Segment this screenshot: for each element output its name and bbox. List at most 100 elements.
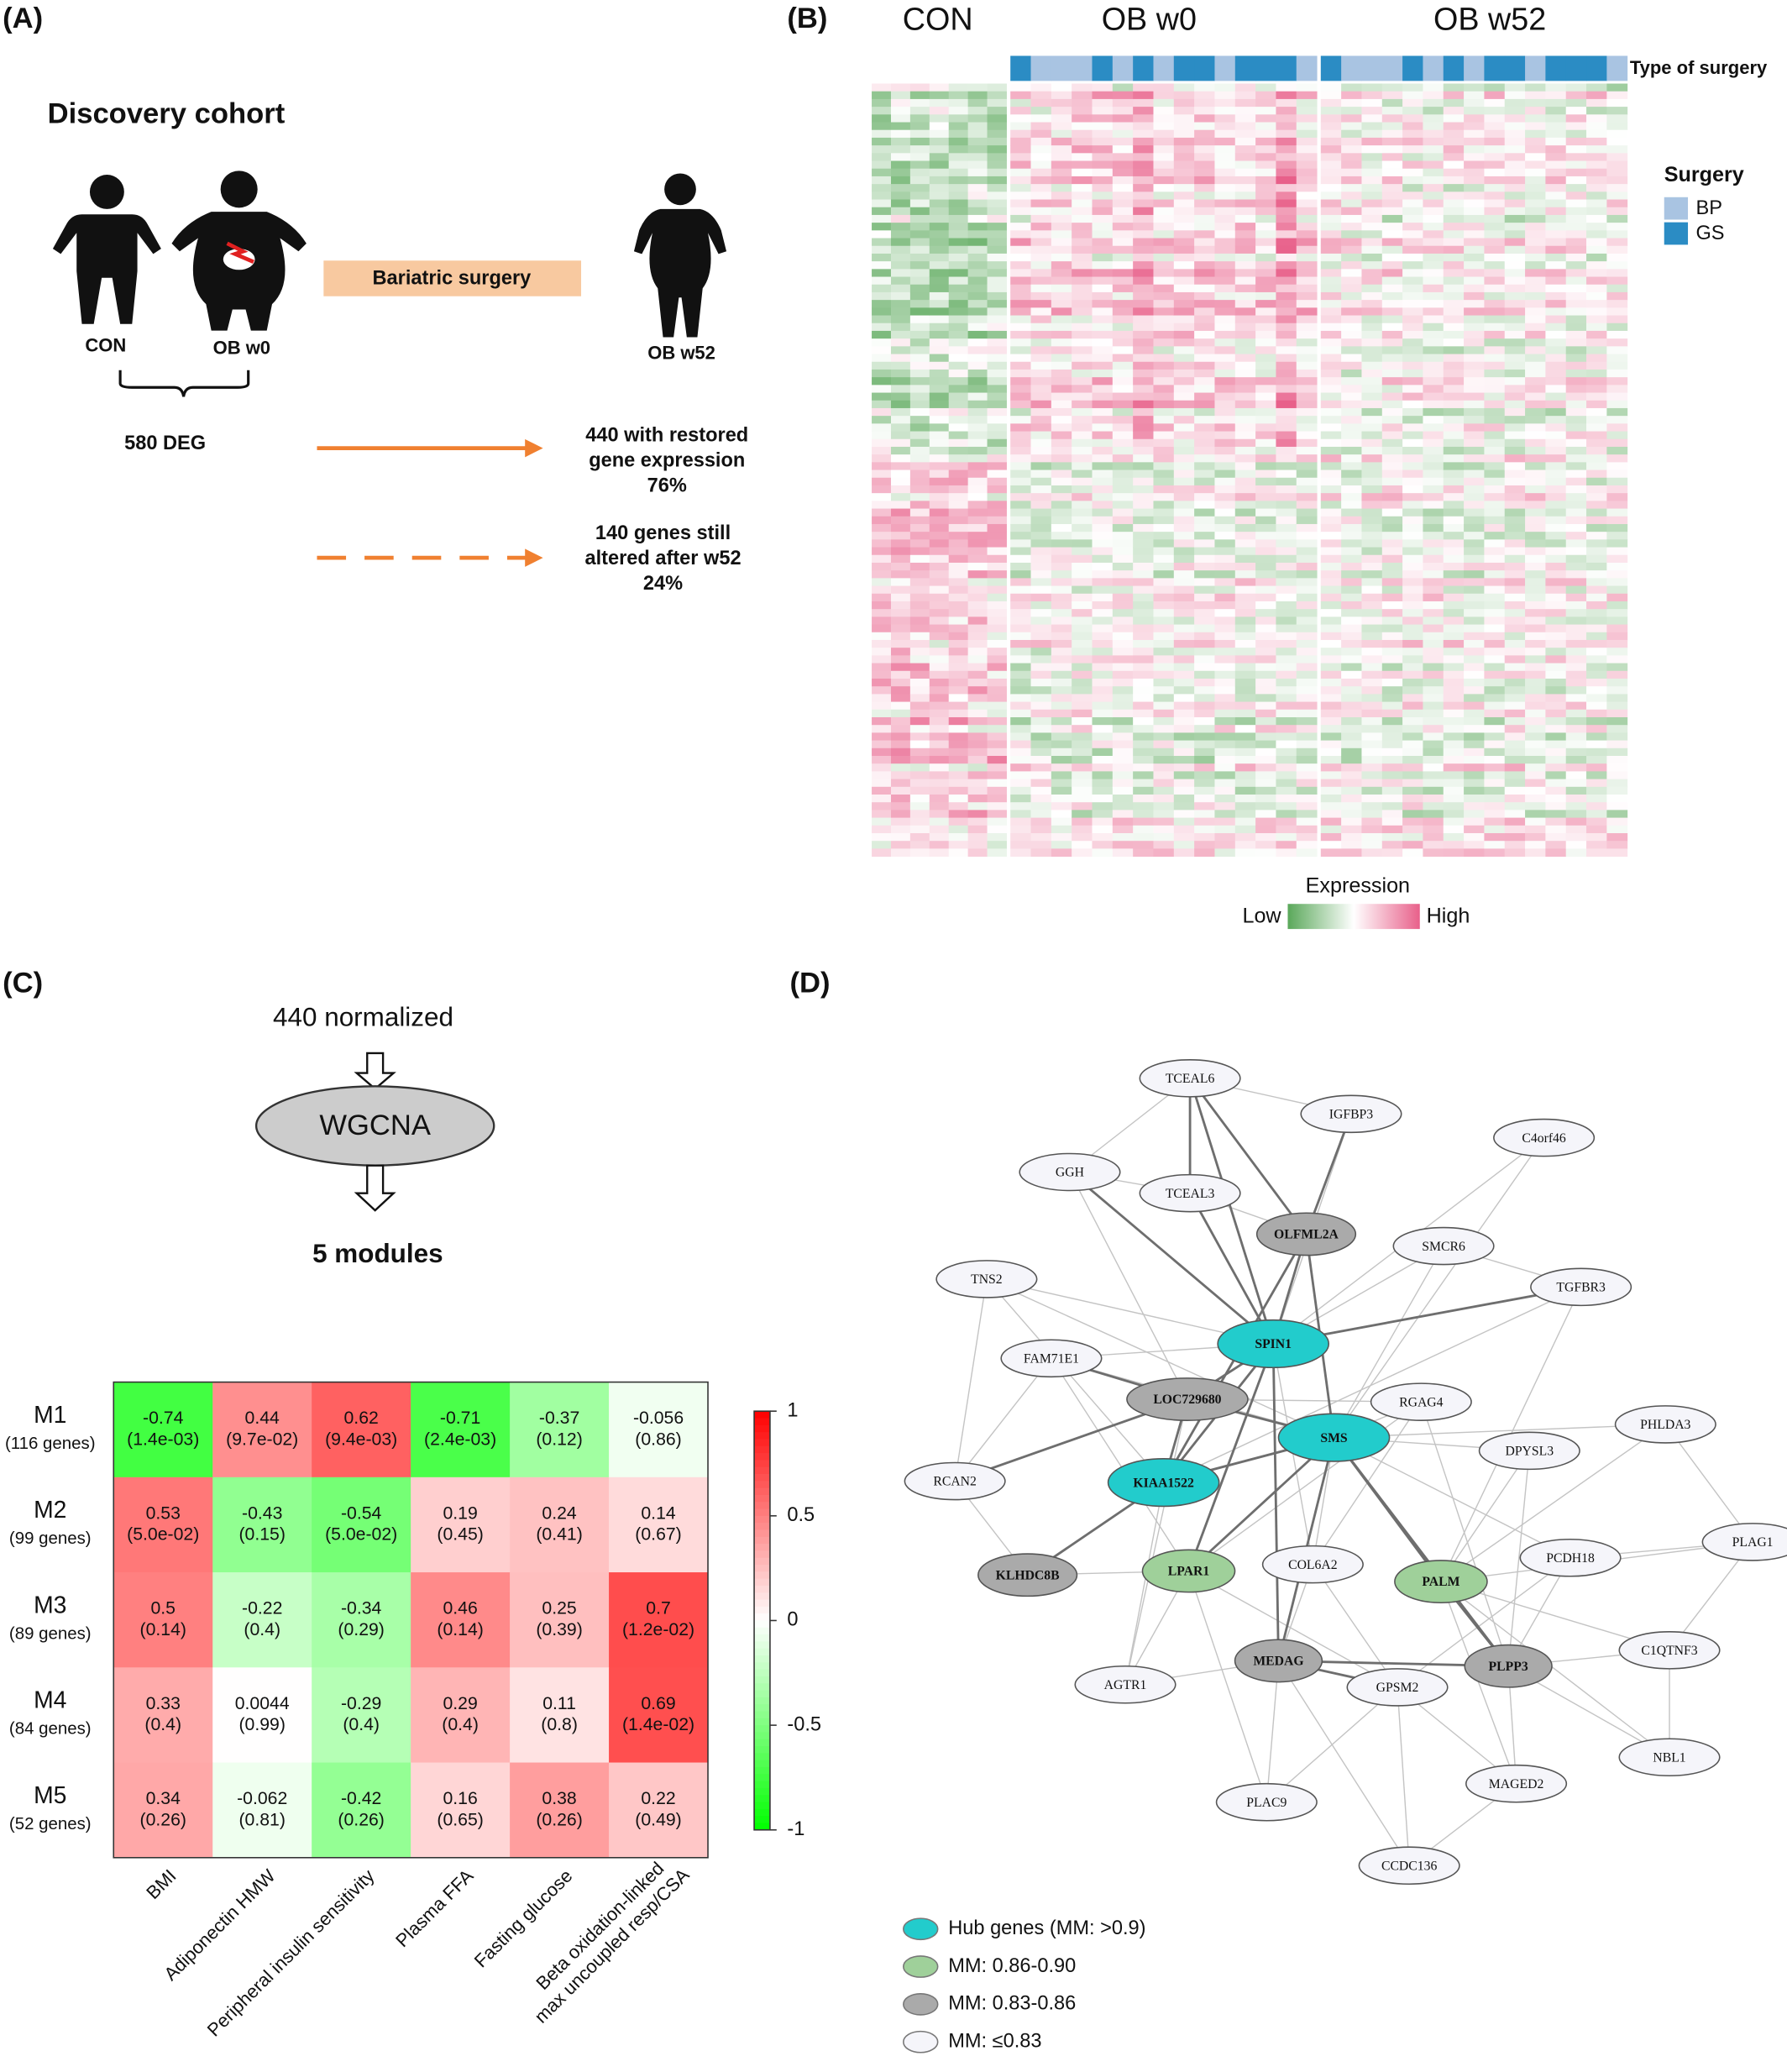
expression-cell bbox=[1030, 245, 1052, 254]
expression-cell bbox=[1381, 137, 1403, 146]
expression-cell bbox=[1296, 315, 1318, 324]
expression-cell bbox=[1525, 832, 1546, 842]
expression-cell bbox=[1234, 191, 1256, 200]
expression-cell bbox=[1320, 554, 1342, 564]
expression-cell bbox=[1606, 392, 1628, 401]
expression-cell bbox=[1051, 431, 1072, 440]
expression-cell bbox=[1133, 454, 1154, 463]
expression-cell bbox=[929, 114, 950, 123]
expression-cell bbox=[1133, 469, 1154, 479]
expression-cell bbox=[1072, 416, 1093, 424]
expression-cell bbox=[1320, 330, 1342, 339]
expression-cell bbox=[1194, 407, 1215, 417]
expression-cell bbox=[1484, 199, 1506, 208]
expression-cell bbox=[1153, 253, 1175, 262]
expression-cell bbox=[1255, 423, 1276, 433]
expression-cell bbox=[1464, 501, 1485, 510]
expression-cell bbox=[1092, 214, 1114, 223]
expression-cell bbox=[1234, 315, 1256, 324]
expression-cell bbox=[929, 176, 950, 185]
expression-cell bbox=[1112, 416, 1134, 424]
expression-cell bbox=[1234, 802, 1256, 810]
expression-cell bbox=[1133, 701, 1154, 711]
surgery-annotation bbox=[1402, 55, 1423, 81]
expression-cell bbox=[1173, 786, 1195, 795]
expression-cell bbox=[1276, 145, 1297, 154]
expression-cell bbox=[1133, 601, 1154, 610]
gene-label: OLFML2A bbox=[1274, 1228, 1339, 1242]
expression-cell bbox=[929, 315, 950, 324]
expression-cell bbox=[1214, 129, 1236, 139]
expression-cell bbox=[987, 307, 1007, 317]
colorbar-segment bbox=[754, 1620, 770, 1629]
expression-cell bbox=[1565, 438, 1587, 448]
expression-cell bbox=[1276, 624, 1297, 633]
expression-cell bbox=[1504, 732, 1526, 742]
expression-cell bbox=[1030, 253, 1052, 262]
expression-cell bbox=[1255, 732, 1276, 742]
expression-cell bbox=[1296, 323, 1318, 332]
expression-cell bbox=[1504, 554, 1526, 564]
expression-cell bbox=[1381, 284, 1403, 293]
expression-cell bbox=[1072, 539, 1093, 548]
expression-cell bbox=[1484, 763, 1506, 772]
expression-cell bbox=[1464, 338, 1485, 347]
expression-cell bbox=[1484, 98, 1506, 108]
expression-cell bbox=[1173, 670, 1195, 679]
expression-cell bbox=[987, 153, 1007, 161]
cell-pvalue: (0.26) bbox=[536, 1810, 582, 1829]
expression-cell bbox=[987, 593, 1007, 602]
expression-cell bbox=[1255, 176, 1276, 185]
expression-cell bbox=[1296, 810, 1318, 819]
expression-cell bbox=[967, 848, 988, 858]
expression-cell bbox=[1381, 238, 1403, 247]
expression-cell bbox=[987, 694, 1007, 703]
expression-cell bbox=[1320, 269, 1342, 278]
expression-cell bbox=[1030, 160, 1052, 170]
expression-cell bbox=[1545, 238, 1567, 247]
expression-cell bbox=[1484, 469, 1506, 479]
expression-cell bbox=[948, 377, 969, 386]
expression-cell bbox=[1361, 848, 1383, 858]
expression-cell bbox=[1030, 330, 1052, 339]
expression-cell bbox=[890, 539, 911, 548]
expression-cell bbox=[872, 153, 892, 161]
expression-cell bbox=[872, 655, 892, 664]
expression-cell bbox=[1443, 578, 1465, 587]
expression-cell bbox=[1341, 771, 1362, 780]
expression-cell bbox=[1586, 639, 1607, 648]
expression-cell bbox=[1381, 670, 1403, 679]
expression-cell bbox=[1092, 725, 1114, 733]
expression-cell bbox=[1545, 253, 1567, 262]
expression-cell bbox=[1072, 508, 1093, 517]
cell-pvalue: (9.7e-02) bbox=[226, 1429, 298, 1449]
expression-cell bbox=[967, 632, 988, 641]
expression-cell bbox=[1112, 184, 1134, 192]
expression-cell bbox=[909, 848, 930, 858]
expression-cell bbox=[1194, 269, 1215, 278]
expression-cell bbox=[1173, 129, 1195, 139]
expression-cell bbox=[1173, 223, 1195, 231]
expression-cell bbox=[1565, 423, 1587, 433]
group-label: CON bbox=[85, 334, 126, 355]
expression-cell bbox=[1504, 400, 1526, 409]
expression-cell bbox=[1545, 593, 1567, 602]
expression-cell bbox=[1153, 245, 1175, 254]
expression-cell bbox=[1234, 346, 1256, 355]
expression-cell bbox=[1423, 330, 1444, 339]
expression-cell bbox=[1072, 253, 1093, 262]
expression-cell bbox=[948, 709, 969, 718]
expression-cell bbox=[1112, 825, 1134, 834]
expression-cell bbox=[967, 709, 988, 718]
expression-cell bbox=[1341, 648, 1362, 656]
expression-cell bbox=[1565, 369, 1587, 378]
edge bbox=[1333, 1137, 1545, 1439]
expression-cell bbox=[1173, 624, 1195, 633]
expression-cell bbox=[1586, 786, 1607, 795]
expression-cell bbox=[1443, 454, 1465, 463]
expression-cell bbox=[1545, 438, 1567, 448]
expression-cell bbox=[1545, 554, 1567, 564]
expression-cell bbox=[1010, 532, 1031, 540]
gene-node bbox=[1141, 1549, 1236, 1593]
expression-cell bbox=[1072, 330, 1093, 339]
